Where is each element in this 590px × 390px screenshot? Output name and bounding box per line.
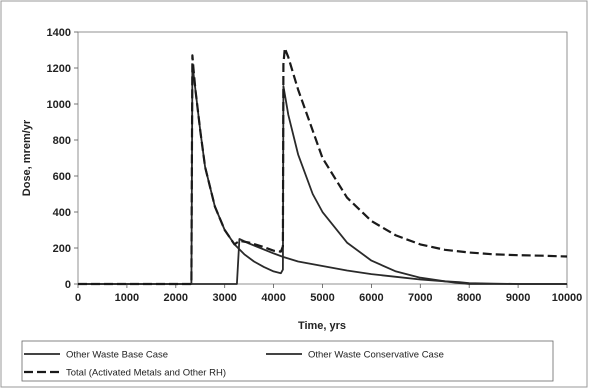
x-tick-label: 2000 <box>164 292 188 304</box>
legend-label-2: Other Waste Conservative Case <box>308 350 444 361</box>
x-tick-label: 1000 <box>115 292 139 304</box>
series-group <box>78 47 568 286</box>
y-tick-label: 1000 <box>47 99 71 111</box>
y-tick-label: 600 <box>53 171 71 183</box>
y-tick-label: 800 <box>53 135 71 147</box>
y-axis-title: Dose, mrem/yr <box>21 119 33 196</box>
x-tick-label: 5000 <box>310 292 334 304</box>
x-tick-label: 7000 <box>408 292 432 304</box>
y-tick-label: 1200 <box>47 63 71 75</box>
plot-area <box>77 31 568 285</box>
y-tick-label: 1400 <box>47 27 71 39</box>
x-tick-label: 0 <box>75 292 81 304</box>
y-tick-label: 0 <box>65 279 71 291</box>
x-tick-label: 10000 <box>552 292 583 304</box>
legend: Other Waste Base Case Other Waste Conserv… <box>24 350 444 379</box>
y-tick-label: 200 <box>53 243 71 255</box>
series-line-3 <box>78 47 568 286</box>
legend-label-3: Total (Activated Metals and Other RH) <box>66 368 226 379</box>
x-tick-label: 8000 <box>457 292 481 304</box>
x-tick-label: 9000 <box>506 292 530 304</box>
x-tick-label: 3000 <box>212 292 236 304</box>
axes: 0 1000 2000 3000 4000 5000 6000 7000 8000 9000 100… <box>47 27 583 304</box>
y-tick-label: 400 <box>53 207 71 219</box>
x-tick-label: 4000 <box>261 292 285 304</box>
legend-label-1: Other Waste Base Case <box>66 350 168 361</box>
x-tick-label: 6000 <box>359 292 383 304</box>
legend-box <box>21 340 554 382</box>
x-axis-title: Time, yrs <box>298 320 346 332</box>
